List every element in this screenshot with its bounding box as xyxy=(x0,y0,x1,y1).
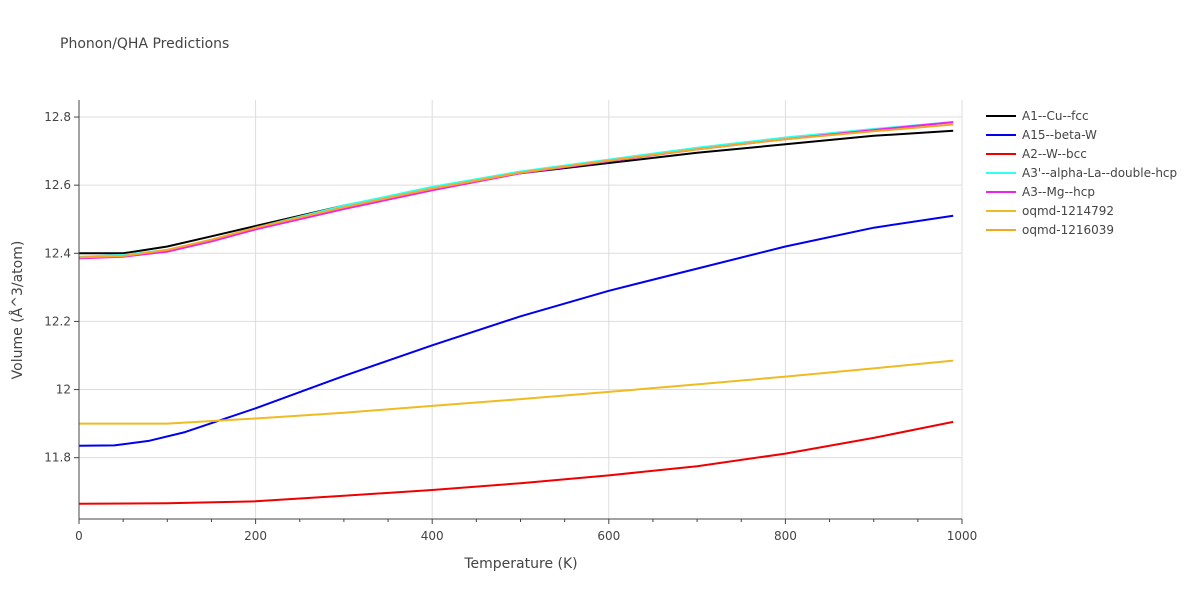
x-tick-label: 600 xyxy=(597,529,620,543)
x-tick-label: 400 xyxy=(421,529,444,543)
series-line-2 xyxy=(78,420,954,505)
x-tick-label: 200 xyxy=(244,529,267,543)
legend-label: A15--beta-W xyxy=(1022,127,1097,142)
y-tick-label: 12.4 xyxy=(44,246,71,260)
legend-label: oqmd-1214792 xyxy=(1022,203,1115,218)
legend-label: A1--Cu--fcc xyxy=(1022,108,1089,123)
axes: 0 200 400 600 800 1000 11.8 12 12.2 12.4 12.6 12.8 xyxy=(44,100,977,543)
series-line-0 xyxy=(79,129,954,255)
legend-label: oqmd-1216039 xyxy=(1022,222,1115,237)
x-tick-label: 1000 xyxy=(947,529,978,543)
legend-item[interactable]: A3'--alpha-La--double-hcp xyxy=(986,163,1177,182)
y-tick-label: 12 xyxy=(56,383,71,397)
x-tick-label: 0 xyxy=(75,529,83,543)
legend-item[interactable]: oqmd-1214792 xyxy=(986,201,1177,220)
legend-item[interactable]: A15--beta-W xyxy=(986,125,1177,144)
legend-swatch xyxy=(986,152,1016,155)
legend: A1--Cu--fcc A15--beta-W A2--W--bcc A3'--alp… xyxy=(986,106,1177,239)
legend-label: A3'--alpha-La--double-hcp xyxy=(1022,165,1178,180)
legend-swatch xyxy=(986,209,1016,212)
legend-swatch xyxy=(986,190,1016,193)
y-tick-label: 11.8 xyxy=(44,451,71,465)
legend-label: A2--W--bcc xyxy=(1022,146,1087,161)
legend-item[interactable]: A3--Mg--hcp xyxy=(986,182,1177,201)
y-tick-label: 12.2 xyxy=(44,314,71,328)
x-tick-label: 800 xyxy=(774,529,797,543)
legend-swatch xyxy=(986,114,1016,117)
legend-swatch xyxy=(986,171,1016,174)
y-axis-label: Volume (Å^3/atom) xyxy=(9,241,26,380)
grid-lines xyxy=(79,100,963,519)
legend-label: A3--Mg--hcp xyxy=(1022,184,1095,199)
legend-swatch xyxy=(986,228,1016,231)
series-lines xyxy=(78,121,954,505)
series-line-6 xyxy=(78,123,954,259)
legend-swatch xyxy=(986,133,1016,136)
legend-item[interactable]: A1--Cu--fcc xyxy=(986,106,1177,125)
legend-item[interactable]: A2--W--bcc xyxy=(986,144,1177,163)
series-line-5 xyxy=(79,359,954,425)
series-line-1 xyxy=(78,214,954,447)
legend-item[interactable]: oqmd-1216039 xyxy=(986,220,1177,239)
y-tick-label: 12.8 xyxy=(44,110,71,124)
x-axis-label: Temperature (K) xyxy=(463,556,577,572)
y-tick-label: 12.6 xyxy=(44,178,71,192)
chart-title: Phonon/QHA Predictions xyxy=(60,36,230,52)
